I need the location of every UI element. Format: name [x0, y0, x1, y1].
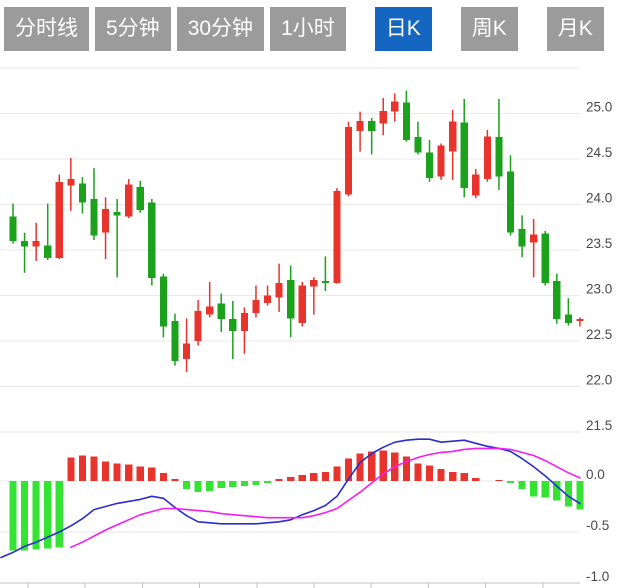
dea-line: [70, 447, 581, 549]
price-axis-label: 24.5: [586, 145, 612, 160]
price-axis-label: 23.0: [586, 282, 612, 297]
macd-gridlines: [0, 480, 580, 533]
price-axis-label: 22.0: [586, 373, 612, 388]
dif-line: [0, 438, 581, 559]
price-axis-label: 25.0: [586, 100, 612, 115]
macd-axis-label: -0.5: [586, 518, 609, 533]
tab-monthly-k[interactable]: 月K: [546, 7, 604, 51]
price-axis-labels: 25.0 24.5 24.0 23.5 23.0 22.5 22.0 21.5: [586, 100, 612, 434]
tab-weekly-k[interactable]: 周K: [460, 7, 518, 51]
candles: [9, 90, 584, 372]
tab-30min[interactable]: 30分钟: [176, 7, 265, 51]
tab-5min[interactable]: 5分钟: [95, 7, 171, 51]
macd-histogram: [9, 450, 584, 551]
macd-axis-label: 0.0: [586, 467, 605, 482]
period-toolbar: 分时线 5分钟 30分钟 1小时 日K 周K 月K: [4, 7, 610, 51]
price-gridlines: [0, 67, 580, 433]
price-axis-label: 24.0: [586, 191, 612, 206]
macd-axis-labels: 0.0 -0.5 -1.0: [586, 467, 609, 584]
price-axis-label: 23.5: [586, 236, 612, 251]
tab-daily-k[interactable]: 日K: [374, 7, 432, 51]
tab-minute-line[interactable]: 分时线: [4, 7, 89, 51]
price-axis-label: 21.5: [586, 418, 612, 433]
price-axis-label: 22.5: [586, 327, 612, 342]
x-axis: [0, 582, 580, 588]
tab-1hour[interactable]: 1小时: [270, 7, 346, 51]
macd-axis-label: -1.0: [586, 569, 609, 584]
